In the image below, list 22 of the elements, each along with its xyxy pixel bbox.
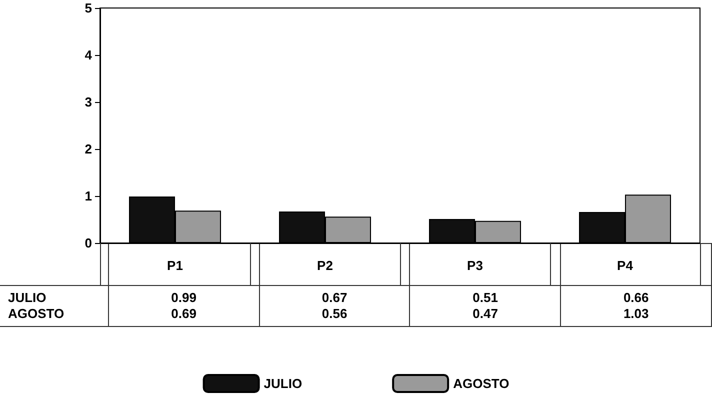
text: JULIO [8, 290, 46, 304]
x-tick-label: P2 [317, 258, 333, 273]
data-label: 0.56 [322, 306, 348, 320]
data-label: 0.69 [171, 306, 196, 320]
y-tick-label: 4 [84, 48, 93, 62]
y-tick-label: 1 [84, 188, 92, 204]
y-tick-label: 3 [84, 94, 92, 110]
y-tick-label: 5 [84, 0, 92, 16]
data-label: 1.03 [623, 306, 649, 320]
y-tick-label: 2 [84, 142, 92, 156]
x-tick-label: P4 [617, 258, 634, 273]
x-tick-label: P1 [167, 258, 183, 273]
data-label: 0.67 [322, 290, 348, 304]
data-label: 0.66 [623, 290, 649, 304]
legend-label: AGOSTO [453, 376, 510, 391]
data-label: 0.99 [171, 290, 196, 304]
data-label: 0.47 [472, 306, 498, 320]
data-label: 0.51 [472, 290, 498, 304]
text: AGOSTO [8, 306, 64, 320]
legend-label: JULIO [264, 376, 302, 391]
x-tick-label: P3 [467, 258, 483, 273]
y-tick-label: 0 [84, 236, 92, 250]
